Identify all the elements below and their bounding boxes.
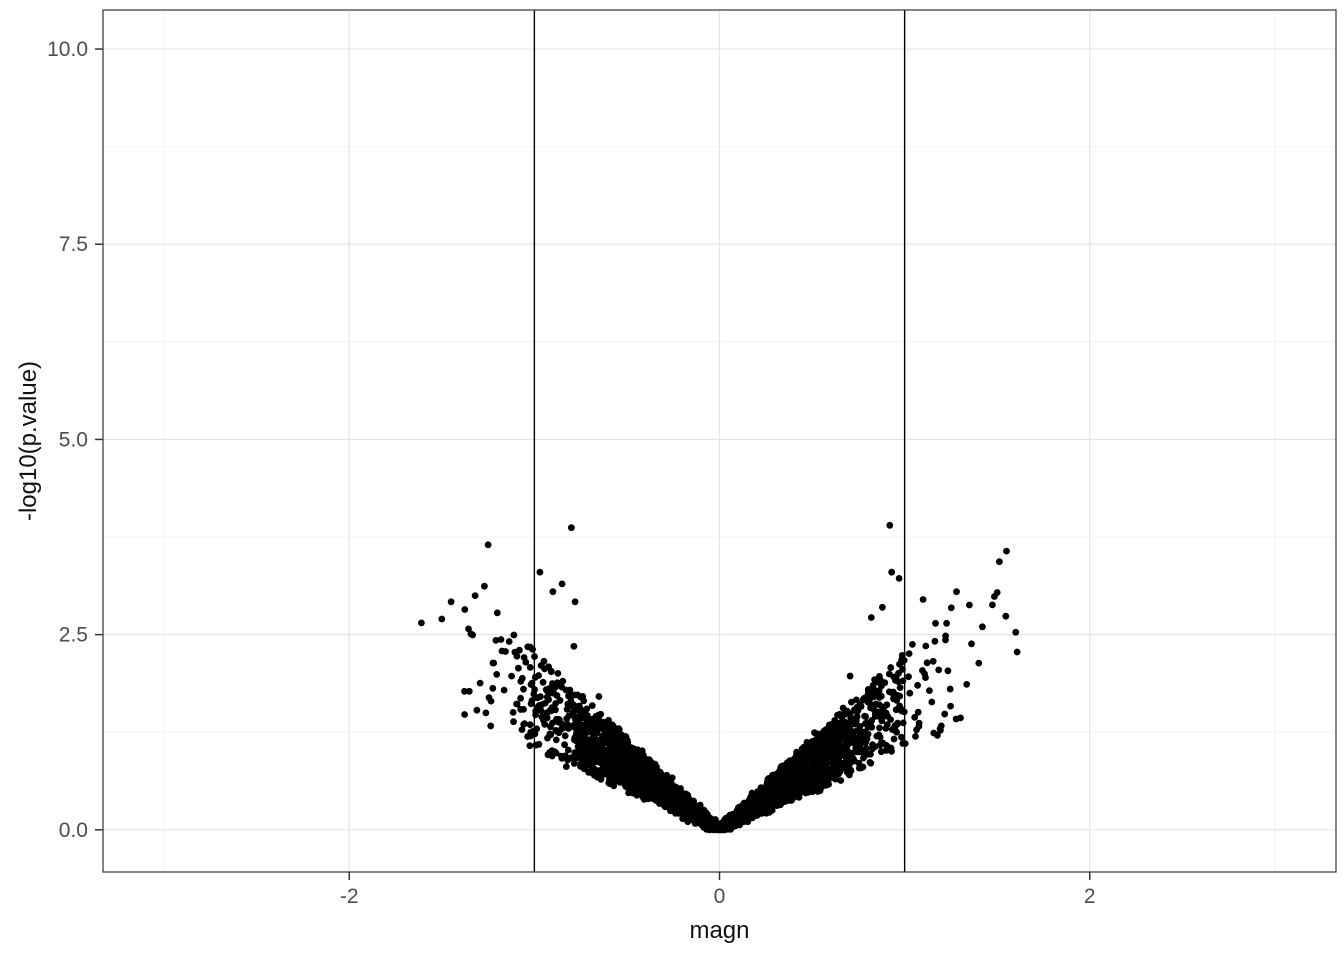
x-tick-label: -2: [340, 885, 359, 908]
data-point: [481, 582, 488, 590]
data-point: [549, 588, 557, 596]
y-tick-label: 0.0: [59, 819, 88, 842]
data-point: [886, 521, 894, 529]
data-point: [888, 568, 896, 576]
points-layer: [418, 521, 1021, 834]
y-tick-label: 2.5: [59, 624, 88, 647]
data-point: [919, 596, 927, 603]
data-point: [1003, 547, 1010, 555]
data-point: [895, 575, 903, 582]
y-tick-label: 5.0: [59, 428, 88, 451]
y-axis-label: -log10(p.value): [15, 361, 42, 521]
data-point: [493, 609, 501, 617]
data-point: [993, 589, 1001, 596]
point-cloud: [461, 558, 1021, 834]
data-point: [568, 524, 575, 532]
data-point: [879, 603, 886, 611]
data-point: [953, 588, 960, 596]
data-point: [571, 598, 579, 606]
y-tick-labels: 0.0 2.5 5.0 7.5 10.0: [47, 38, 88, 842]
data-point: [438, 615, 446, 623]
data-point: [979, 623, 986, 631]
x-tick-label: 2: [1084, 885, 1096, 908]
data-point: [418, 619, 425, 627]
data-point: [1012, 628, 1020, 636]
x-tick-label: 0: [714, 885, 726, 908]
y-tick-label: 10.0: [47, 38, 88, 61]
data-point: [966, 601, 973, 609]
data-point: [867, 614, 875, 621]
data-point: [447, 598, 455, 606]
axis-ticks: [95, 48, 1091, 880]
x-tick-labels: -2 0 2: [340, 885, 1096, 908]
data-point: [484, 541, 492, 549]
data-point: [536, 568, 544, 576]
y-tick-label: 7.5: [59, 233, 88, 256]
x-axis-label: magn: [689, 917, 749, 944]
data-point: [471, 592, 479, 599]
grid-major: [103, 10, 1336, 872]
data-point: [558, 580, 566, 588]
